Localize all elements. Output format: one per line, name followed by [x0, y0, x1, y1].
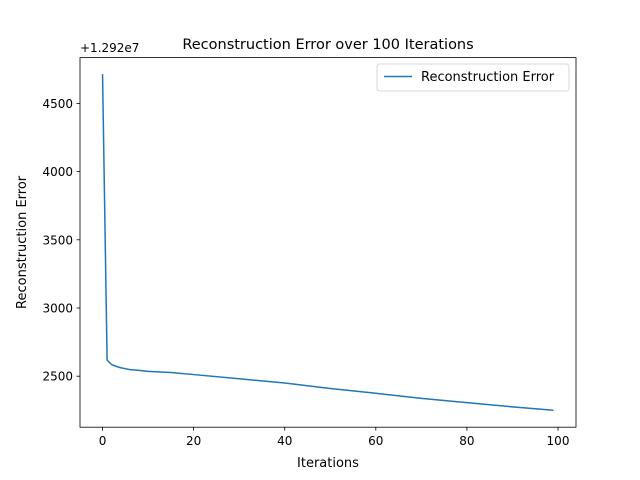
- y-tick-label: 3500: [42, 233, 73, 247]
- x-tick-label: 60: [368, 434, 383, 448]
- y-axis-label: Reconstruction Error: [15, 175, 30, 309]
- x-tick-label: 100: [547, 434, 570, 448]
- plot-area-frame: [79, 57, 577, 428]
- x-tick-label: 20: [186, 434, 201, 448]
- x-tick-label: 40: [277, 434, 292, 448]
- y-axis-offset-label: +1.292e7: [80, 41, 139, 55]
- chart-title: Reconstruction Error over 100 Iterations: [182, 37, 473, 53]
- y-tick-label: 2500: [42, 370, 73, 384]
- y-tick-label: 3000: [42, 302, 73, 316]
- y-tick-label: 4000: [42, 165, 73, 179]
- legend-entry-label: Reconstruction Error: [421, 70, 555, 85]
- plot-series: [101, 74, 554, 412]
- y-axis-ticks: 2500 3000 3500 4000 4500: [42, 97, 80, 384]
- x-tick-label: 0: [99, 434, 107, 448]
- y-tick-label: 4500: [42, 97, 73, 111]
- series-line: [101, 74, 554, 412]
- x-tick-label: 80: [459, 434, 474, 448]
- legend: Reconstruction Error: [376, 63, 570, 92]
- x-axis-label: Iterations: [297, 456, 359, 471]
- x-axis-ticks: 0 20 40 60 80 100: [99, 427, 570, 448]
- legend-box: [376, 63, 570, 92]
